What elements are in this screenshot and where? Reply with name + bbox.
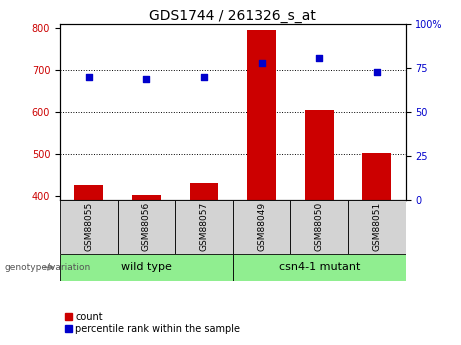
Text: GSM88049: GSM88049: [257, 202, 266, 252]
Text: GSM88050: GSM88050: [315, 202, 324, 252]
Point: [85, 74, 92, 80]
Bar: [118, 200, 175, 254]
Bar: [362, 153, 391, 200]
Bar: [233, 254, 406, 281]
Text: genotype/variation: genotype/variation: [5, 263, 91, 272]
Text: GSM88051: GSM88051: [372, 202, 381, 252]
Bar: [60, 254, 233, 281]
Bar: [247, 30, 276, 200]
Text: GSM88056: GSM88056: [142, 202, 151, 252]
Text: GSM88055: GSM88055: [84, 202, 93, 252]
Point: [315, 55, 323, 60]
Bar: [348, 200, 406, 254]
Point: [200, 74, 207, 80]
Text: csn4-1 mutant: csn4-1 mutant: [278, 263, 360, 272]
Bar: [60, 200, 118, 254]
Bar: [233, 200, 290, 254]
Bar: [305, 110, 334, 200]
Bar: [132, 195, 161, 200]
Legend: count, percentile rank within the sample: count, percentile rank within the sample: [65, 312, 241, 334]
Point: [142, 76, 150, 81]
Text: wild type: wild type: [121, 263, 172, 272]
Point: [258, 60, 266, 66]
Point: [373, 69, 381, 75]
Bar: [290, 200, 348, 254]
Title: GDS1744 / 261326_s_at: GDS1744 / 261326_s_at: [149, 9, 316, 23]
Bar: [189, 183, 219, 200]
Bar: [74, 186, 103, 200]
Bar: [175, 200, 233, 254]
Text: GSM88057: GSM88057: [200, 202, 208, 252]
